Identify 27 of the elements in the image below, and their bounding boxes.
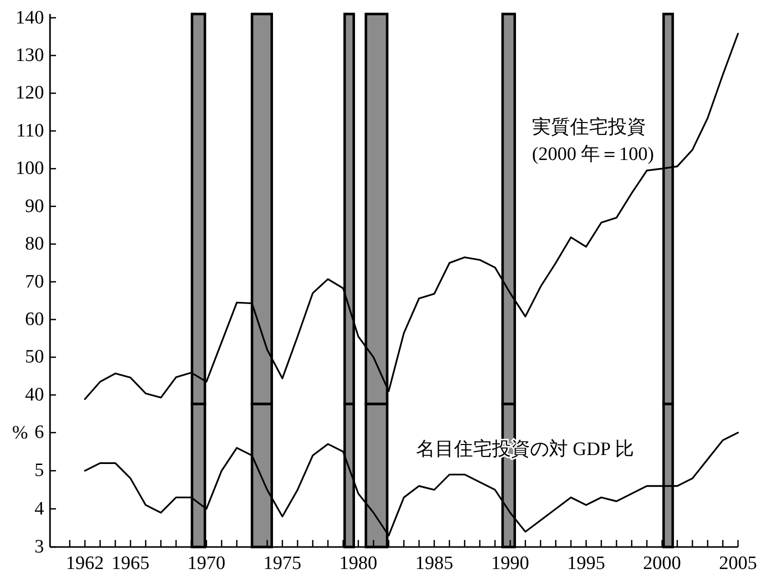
- y-tick-label: 100: [16, 158, 44, 180]
- y-tick-label: 40: [25, 384, 44, 406]
- y-tick-label: 50: [25, 346, 44, 368]
- y-tick-label: 6: [34, 422, 44, 444]
- y-tick-label: 60: [25, 309, 44, 330]
- y-tick-label: 3: [34, 536, 44, 558]
- series-label: 実質住宅投資 (2000 年＝100): [532, 116, 654, 165]
- y-tick-label: 70: [25, 271, 44, 292]
- y-tick-label: 130: [16, 44, 44, 66]
- y-tick-label: 110: [16, 120, 44, 142]
- y-axis-title: %: [12, 422, 28, 444]
- y-tick-label: 90: [25, 196, 44, 217]
- x-tick-label: 2000: [643, 553, 682, 574]
- y-tick-label: 4: [34, 498, 44, 520]
- x-tick-label: 1985: [415, 553, 454, 574]
- y-tick-label: 120: [16, 82, 44, 104]
- y-tick-label: 80: [25, 234, 44, 255]
- x-tick-label: 1990: [491, 553, 530, 574]
- y-tick-label: 140: [16, 7, 44, 28]
- x-tick-label: 1995: [567, 553, 606, 574]
- x-tick-label: 1962: [66, 553, 104, 574]
- y-tick-label: 5: [34, 460, 44, 482]
- x-tick-label: 1965: [111, 553, 150, 574]
- x-tick-label: 1970: [187, 553, 226, 574]
- x-tick-label: 1980: [339, 553, 378, 574]
- x-tick-label: 1975: [263, 553, 302, 574]
- x-tick-label: 2005: [719, 553, 757, 574]
